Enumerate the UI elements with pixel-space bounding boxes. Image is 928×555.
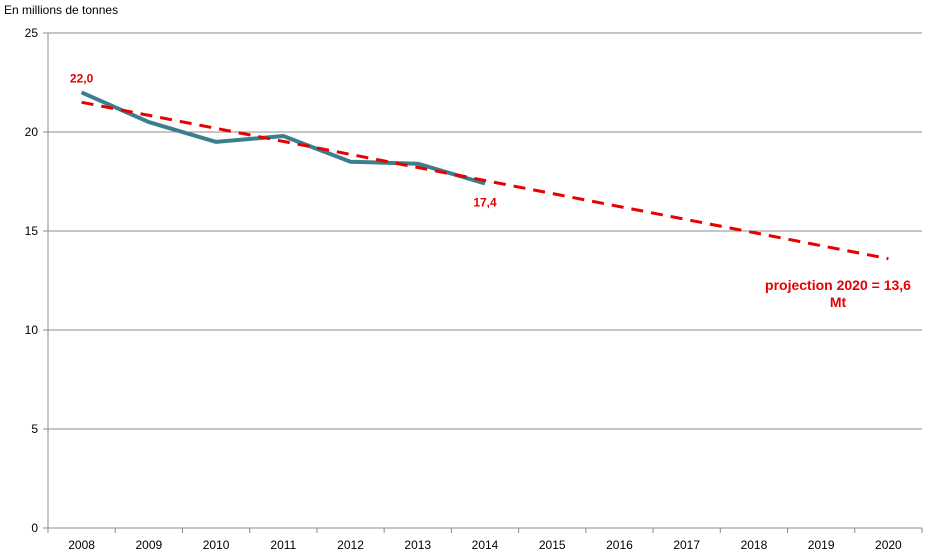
x-tick-label: 2017: [673, 538, 700, 552]
data-labels: 22,0 17,4: [70, 71, 497, 209]
x-tick-labels: 2008 2009 2010 2011 2012 2013 2014 2015 2016 2017…: [68, 538, 902, 552]
y-tick-label: 25: [25, 26, 39, 40]
x-tick-label: 2020: [875, 538, 902, 552]
y-tick-label: 10: [25, 323, 39, 337]
x-tick-label: 2012: [337, 538, 364, 552]
y-axis-unit-label: En millions de tonnes: [4, 3, 118, 17]
x-tick-label: 2015: [539, 538, 566, 552]
x-tick-label: 2009: [135, 538, 162, 552]
x-tick-label: 2011: [270, 538, 296, 552]
y-tick-label: 15: [25, 224, 39, 238]
data-label: 17,4: [473, 195, 497, 209]
x-tick-label: 2014: [472, 538, 499, 552]
y-tick-labels: 0 5 10 15 20 25: [25, 26, 39, 535]
y-tick-label: 20: [25, 125, 39, 139]
x-tick-label: 2010: [203, 538, 230, 552]
x-tick-label: 2019: [808, 538, 835, 552]
axes: [43, 32, 923, 533]
gridlines: [48, 32, 922, 430]
x-tick-label: 2018: [741, 538, 768, 552]
trend-projection-line: [81, 100, 889, 261]
x-tick-label: 2013: [404, 538, 431, 552]
observed-series-line: [80, 90, 486, 186]
x-tick-label: 2008: [68, 538, 95, 552]
projection-label-line-2: Mt: [830, 294, 847, 310]
x-tick-label: 2016: [606, 538, 633, 552]
y-tick-label: 0: [31, 521, 38, 535]
y-tick-label: 5: [31, 422, 38, 436]
series-lines: [80, 90, 889, 261]
projection-label-line-1: projection 2020 = 13,6: [765, 277, 911, 293]
data-label: 22,0: [70, 71, 94, 85]
